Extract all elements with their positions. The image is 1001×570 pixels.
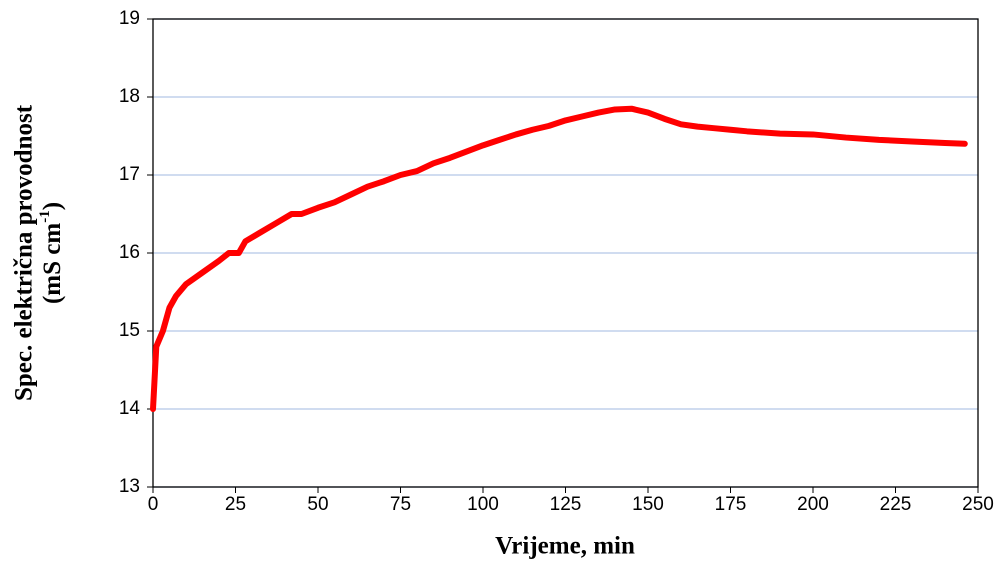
x-tick-label: 75 — [390, 494, 411, 515]
y-tick-label: 14 — [119, 398, 141, 419]
y-tick-label: 19 — [119, 8, 140, 29]
y-tick-label: 16 — [119, 242, 140, 263]
y-tick-label: 18 — [119, 86, 140, 107]
x-tick-label: 50 — [307, 494, 328, 515]
y-axis-label: Spec. električna provodnost — [11, 104, 38, 401]
x-tick-label: 200 — [797, 494, 829, 515]
x-tick-label: 175 — [715, 494, 747, 515]
x-axis-label: Vrijeme, min — [495, 533, 635, 560]
x-tick-label: 150 — [632, 494, 664, 515]
x-tick-label: 0 — [148, 494, 159, 515]
unit-sup: -1 — [37, 210, 53, 223]
plot-frame — [152, 18, 979, 488]
y-tick-label: 13 — [119, 476, 140, 497]
x-tick-label: 250 — [962, 494, 994, 515]
x-tick-label: 225 — [880, 494, 912, 515]
x-tick-label: 100 — [467, 494, 499, 515]
x-tick-label: 125 — [550, 494, 582, 515]
data-line — [150, 105, 968, 412]
y-axis-unit: (mS cm-1) — [37, 202, 65, 304]
unit-after: ) — [39, 202, 66, 210]
unit-before: (mS cm — [39, 223, 66, 304]
x-tick-label: 25 — [225, 494, 246, 515]
y-tick-label: 15 — [119, 320, 140, 341]
y-tick-label: 17 — [119, 164, 140, 185]
